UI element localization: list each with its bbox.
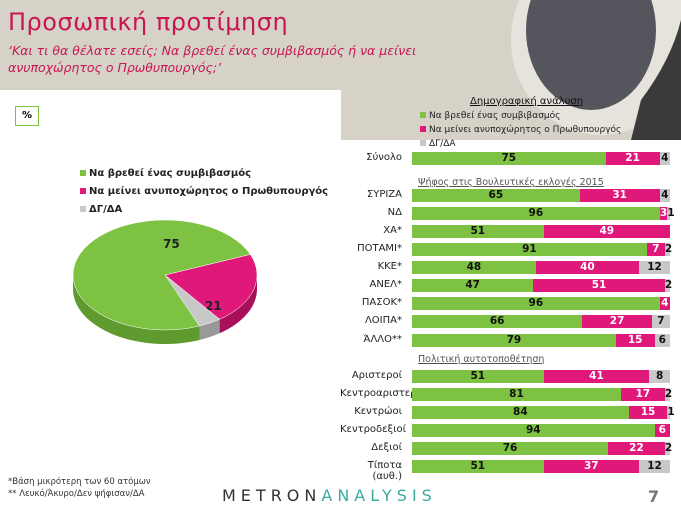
row-label: ΑΝΕΛ*: [369, 279, 402, 290]
bar-segment: 84: [412, 406, 629, 419]
bar-segment: 4: [659, 189, 670, 202]
bar-segment: 27: [582, 315, 652, 328]
row-label: ΝΔ: [387, 207, 402, 218]
bar-segment: 94: [412, 424, 655, 437]
decorative-background-image: [341, 0, 681, 140]
footnote: ** Λευκό/Άκυρο/Δεν ψήφισαν/ΔΑ: [8, 489, 145, 499]
section-label: Πολιτική αυτοτοποθέτηση: [418, 354, 545, 365]
bar-segment: 47: [412, 279, 534, 292]
bar-segment: 6: [654, 334, 670, 347]
bar-segment: 21: [605, 152, 660, 165]
row-label: ΠΟΤΑΜΙ*: [357, 243, 402, 254]
bar-segment: 49: [543, 225, 670, 238]
bar-segment: 3: [659, 207, 668, 220]
bar-segment: 15: [628, 406, 668, 419]
bar-segment: 51: [412, 370, 544, 383]
bar-segment: 37: [543, 460, 640, 473]
legend-swatch-pink: [80, 188, 86, 194]
pie-data-label: 75: [163, 237, 180, 251]
bar-segment: 48: [412, 261, 536, 274]
pie-slice-side: [73, 275, 200, 344]
row-label: ΣΥΡΙΖΑ: [366, 189, 402, 200]
bar-segment: 51: [533, 279, 665, 292]
row-label: Τίποτα (αυθ.): [367, 460, 402, 482]
bar-segment: 4: [659, 297, 670, 310]
pie-slice-side: [199, 319, 220, 340]
bar-segment: 66: [412, 315, 583, 328]
bar-segment: 4: [659, 152, 670, 165]
row-label: Κεντρώοι: [354, 406, 402, 417]
bar-segment: 2: [664, 279, 673, 292]
bar-segment: 12: [639, 460, 670, 473]
bar-segment: 75: [412, 152, 606, 165]
metron-analysis-logo: METRONANALYSIS: [222, 486, 437, 505]
row-label: ΛΟΙΠΑ*: [364, 315, 402, 326]
bar-segment: 12: [639, 261, 670, 274]
bar-segment: 6: [654, 424, 670, 437]
bar-segment: 8: [649, 370, 670, 383]
bar-segment: 76: [412, 442, 609, 455]
pie-data-label: 21: [205, 299, 222, 313]
pie-slice: [164, 254, 258, 320]
bar-segment: 91: [412, 243, 647, 256]
bar-chart-title: Δημογραφική ανάλυση: [470, 96, 584, 107]
page-subtitle: ‘Και τι θα θέλατε εσείς; Να βρεθεί ένας …: [8, 43, 417, 75]
footnote: *Βάση μικρότερη των 60 ατόμων: [8, 477, 151, 487]
row-label: ΆΛΛΟ**: [363, 334, 402, 345]
row-label: ΧΑ*: [383, 225, 402, 236]
bar-legend-item: ΔΓ/ΔΑ: [420, 139, 456, 149]
bar-segment: 1: [667, 207, 675, 220]
bar-segment: 7: [646, 243, 665, 256]
row-label: Κεντροδεξιοί: [340, 424, 407, 435]
bar-segment: 17: [620, 388, 665, 401]
row-label: ΠΑΣΟΚ*: [361, 297, 402, 308]
page-title: Προσωπική προτίμηση: [8, 8, 289, 36]
row-label: ΚΚΕ*: [377, 261, 402, 272]
pie-chart: 21475: [72, 219, 258, 344]
bar-legend-item: Να βρεθεί ένας συμβιβασμός: [420, 111, 560, 121]
bar-segment: 15: [615, 334, 655, 347]
pie-slice-side: [219, 275, 257, 334]
pie-legend-item: Να βρεθεί ένας συμβιβασμός: [80, 168, 251, 179]
pie-legend-item: Να μείνει ανυποχώρητος ο Πρωθυπουργός: [80, 186, 328, 197]
bar-legend-item: Να μείνει ανυποχώρητος ο Πρωθυπουργός: [420, 125, 621, 135]
row-label: Κεντροαριστεροί: [340, 388, 426, 399]
bar-segment: 96: [412, 207, 660, 220]
legend-swatch-gray: [80, 206, 86, 212]
row-label: Αριστεροί: [351, 370, 402, 381]
section-label: Ψήφος στις Βουλευτικές εκλογές 2015: [418, 177, 604, 188]
bar-segment: 40: [535, 261, 640, 274]
bar-segment: 51: [412, 460, 544, 473]
bar-segment: 96: [412, 297, 660, 310]
bar-segment: 2: [664, 243, 673, 256]
bar-segment: 7: [651, 315, 670, 328]
bar-segment: 65: [412, 189, 580, 202]
bar-segment: 22: [608, 442, 665, 455]
bar-segment: 1: [667, 406, 675, 419]
bar-segment: 2: [664, 388, 673, 401]
bar-segment: 41: [543, 370, 650, 383]
bar-segment: 81: [412, 388, 621, 401]
bar-segment: 51: [412, 225, 544, 238]
row-label: Δεξιοί: [371, 442, 402, 453]
bar-segment: 2: [664, 442, 673, 455]
bar-segment: 31: [579, 189, 660, 202]
row-label: Σύνολο: [366, 152, 402, 163]
page-number: 7: [648, 487, 660, 506]
unit-label: %: [15, 106, 39, 126]
pie-slice: [72, 219, 251, 331]
bar-segment: 79: [412, 334, 616, 347]
pie-legend-item: ΔΓ/ΔΑ: [80, 204, 122, 215]
legend-swatch-green: [80, 170, 86, 176]
